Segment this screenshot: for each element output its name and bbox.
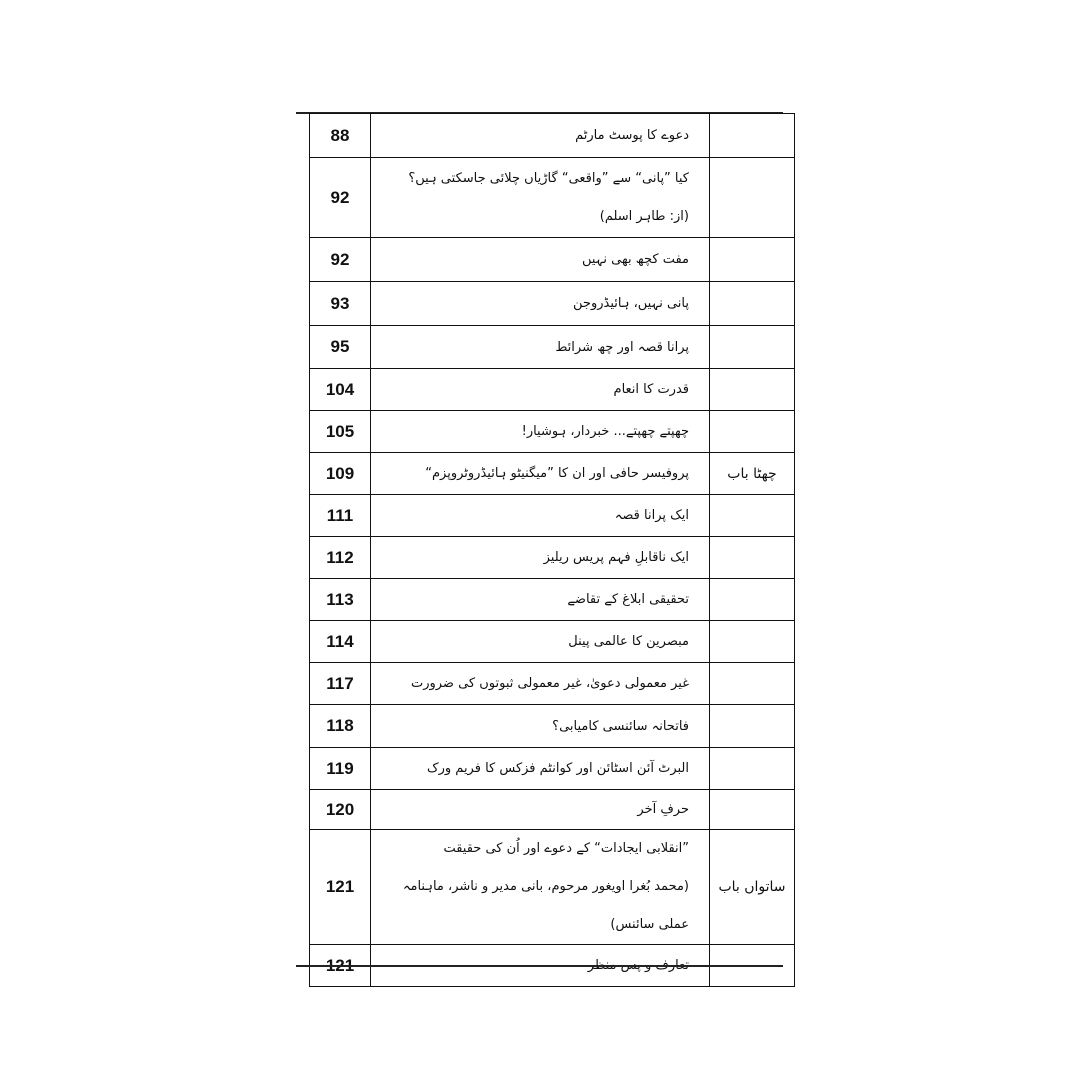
toc-row: 95 پرانا قصہ اور چھ شرائط [309,325,795,369]
chapter-label [709,325,795,369]
entry-title-line: چھپتے چھپتے... خبردار، ہوشیار! [521,424,689,439]
page-number: 88 [309,113,371,158]
entry-subtitle-line: (محمد بُغرا اویغور مرحوم، بانی مدیر و نا… [402,879,689,932]
chapter-label [709,620,795,663]
entry-title-line: ایک پرانا قصہ [614,508,689,523]
toc-row: 109 پروفیسر حافی اور ان کا ”میگنیٹو ہائیڈ… [309,452,795,495]
page-number: 92 [309,237,371,282]
entry-title-line: پروفیسر حافی اور ان کا ”میگنیٹو ہائیڈروٹ… [425,466,689,481]
entry-title: تحقیقی ابلاغ کے تقاضے [370,578,710,621]
toc-row: 105 چھپتے چھپتے... خبردار، ہوشیار! [309,410,795,453]
entry-title: کیا ”پانی“ سے ”واقعی“ گاڑیاں چلائی جاسکت… [370,157,710,238]
bottom-rule [296,965,783,967]
entry-title: قدرت کا انعام [370,368,710,411]
entry-title-line: فاتحانہ سائنسی کامیابی؟ [552,718,689,734]
entry-title: حرفِ آخر [370,789,710,830]
chapter-label [709,747,795,790]
table-of-contents: 88 دعوے کا پوسٹ مارٹم 92 کیا ”پانی“ سے ”واق… [309,113,795,987]
chapter-label: چھٹا باب [709,452,795,495]
chapter-label [709,237,795,282]
chapter-label [709,578,795,621]
toc-row: 120 حرفِ آخر [309,789,795,830]
toc-row: 119 البرٹ آئن اسٹائن اور کوانٹم فزکس کا ف… [309,747,795,790]
chapter-label [709,536,795,579]
toc-row: 111 ایک پرانا قصہ [309,494,795,537]
toc-row: 121 ”انقلابی ایجادات“ کے دعوے اور اُن کی … [309,829,795,945]
toc-row: 93 پانی نہیں، ہائیڈروجن [309,281,795,326]
toc-row: 88 دعوے کا پوسٹ مارٹم [309,113,795,158]
entry-title-line: تحقیقی ابلاغ کے تقاضے [567,592,689,607]
entry-title: دعوے کا پوسٹ مارٹم [370,113,710,158]
chapter-label [709,410,795,453]
page-number: 112 [309,536,371,579]
page-number: 105 [309,410,371,453]
entry-title: پروفیسر حافی اور ان کا ”میگنیٹو ہائیڈروٹ… [370,452,710,495]
toc-row: 104 قدرت کا انعام [309,368,795,411]
toc-row: 112 ایک ناقابلِ فہم پریس ریلیز [309,536,795,579]
chapter-label [709,281,795,326]
entry-title-line: قدرت کا انعام [613,382,689,397]
chapter-label [709,157,795,238]
entry-title-line: مبصرین کا عالمی پینل [568,634,689,649]
chapter-label: ساتواں باب [709,829,795,945]
entry-title-line: حرفِ آخر [637,802,689,817]
toc-row: 117 غیر معمولی دعویٰ، غیر معمولی ثبوتوں ک… [309,662,795,705]
page-number: 117 [309,662,371,705]
entry-title-line: پرانا قصہ اور چھ شرائط [555,339,689,355]
entry-title: مبصرین کا عالمی پینل [370,620,710,663]
entry-title-line: ”انقلابی ایجادات“ کے دعوے اور اُن کی حقی… [443,841,689,856]
chapter-label [709,789,795,830]
page-number: 104 [309,368,371,411]
page-number: 93 [309,281,371,326]
entry-title-line: پانی نہیں، ہائیڈروجن [573,296,689,311]
entry-title: مفت کچھ بھی نہیں [370,237,710,282]
chapter-label [709,704,795,748]
entry-title: پرانا قصہ اور چھ شرائط [370,325,710,369]
entry-title: ایک ناقابلِ فہم پریس ریلیز [370,536,710,579]
chapter-label [709,368,795,411]
toc-row: 92 کیا ”پانی“ سے ”واقعی“ گاڑیاں چلائی جاس… [309,157,795,238]
entry-title-line: مفت کچھ بھی نہیں [582,252,689,267]
entry-title-line: البرٹ آئن اسٹائن اور کوانٹم فزکس کا فریم… [426,761,689,776]
entry-title-line: ایک ناقابلِ فہم پریس ریلیز [543,550,689,565]
entry-title: ”انقلابی ایجادات“ کے دعوے اور اُن کی حقی… [370,829,710,945]
page-number: 109 [309,452,371,495]
entry-title: غیر معمولی دعویٰ، غیر معمولی ثبوتوں کی ض… [370,662,710,705]
entry-title: ایک پرانا قصہ [370,494,710,537]
chapter-label [709,662,795,705]
page-number: 92 [309,157,371,238]
page-number: 119 [309,747,371,790]
page-number: 111 [309,494,371,537]
entry-title: پانی نہیں، ہائیڈروجن [370,281,710,326]
page-number: 121 [309,829,371,945]
chapter-label [709,113,795,158]
entry-title: فاتحانہ سائنسی کامیابی؟ [370,704,710,748]
entry-title-line: غیر معمولی دعویٰ، غیر معمولی ثبوتوں کی ض… [410,676,689,691]
page-number: 95 [309,325,371,369]
toc-row: 118 فاتحانہ سائنسی کامیابی؟ [309,704,795,748]
entry-title-line: کیا ”پانی“ سے ”واقعی“ گاڑیاں چلائی جاسکت… [408,170,689,186]
entry-subtitle-line: (از: طاہر اسلم) [599,208,689,224]
toc-row: 92 مفت کچھ بھی نہیں [309,237,795,282]
entry-title-line: دعوے کا پوسٹ مارٹم [575,128,689,143]
entry-title: البرٹ آئن اسٹائن اور کوانٹم فزکس کا فریم… [370,747,710,790]
toc-row: 113 تحقیقی ابلاغ کے تقاضے [309,578,795,621]
toc-row: 114 مبصرین کا عالمی پینل [309,620,795,663]
page-number: 118 [309,704,371,748]
entry-title: چھپتے چھپتے... خبردار، ہوشیار! [370,410,710,453]
chapter-label [709,494,795,537]
page-number: 120 [309,789,371,830]
page-number: 113 [309,578,371,621]
page-number: 114 [309,620,371,663]
